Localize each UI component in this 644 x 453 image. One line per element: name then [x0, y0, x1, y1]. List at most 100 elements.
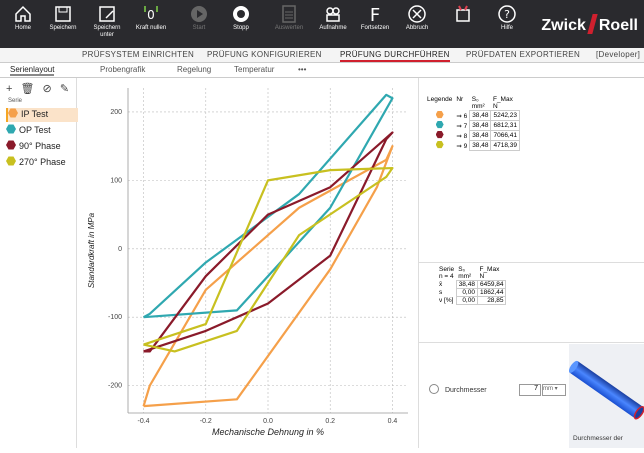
- zwickroell-logo: Zwick Roell: [541, 14, 638, 35]
- toolbar-button-label: Start: [192, 25, 206, 31]
- fmax-value: 5242,23: [490, 110, 520, 121]
- col-header-fmax: F_Max: [492, 96, 513, 103]
- toolbar-button-label: Hilfe: [500, 25, 513, 31]
- fmax-value: 7066,41: [490, 130, 520, 141]
- svg-text:F: F: [370, 5, 380, 24]
- legend-row[interactable]: ⇒ 6 38,48 5242,23: [425, 110, 520, 121]
- workflow-tab[interactable]: PRÜFUNG DURCHFÜHREN: [340, 50, 450, 62]
- toolbar-button-calculator[interactable]: Auswerten: [270, 2, 308, 46]
- svg-text:?: ?: [504, 8, 510, 21]
- statistics-row: ν [%] 0,00 28,85: [437, 296, 507, 305]
- unit-select[interactable]: mm ▾: [542, 384, 566, 396]
- brand-left: Zwick: [541, 17, 586, 34]
- gift-icon: [456, 5, 470, 22]
- stat-unit-s0: mm²: [458, 273, 472, 280]
- col-header-s0: S₀: [471, 96, 479, 103]
- stat-header-s0: S₀: [458, 266, 466, 273]
- add-icon[interactable]: +: [6, 83, 13, 95]
- s0-value: 38,48: [469, 110, 492, 121]
- y-tick-label: -200: [108, 383, 122, 390]
- save-icon: [55, 6, 71, 22]
- series-label: IP Test: [21, 109, 49, 119]
- series-line: [143, 93, 394, 319]
- toolbar-button-stop[interactable]: Stopp: [222, 2, 260, 46]
- toolbar-button-save[interactable]: Speichern: [44, 2, 82, 46]
- toolbar-button-help[interactable]: ? Hilfe: [488, 2, 526, 46]
- specimen-caption: Durchmesser der: [573, 435, 623, 442]
- toolbar-button-zero-force[interactable]: 0 Kraft nullen: [132, 2, 170, 46]
- toolbar-button-label: Speichern unter: [93, 25, 121, 38]
- sub-tab[interactable]: Temperatur: [234, 65, 275, 74]
- hexagon-icon: [6, 156, 16, 166]
- stop-icon: [233, 6, 249, 22]
- hexagon-icon: [435, 130, 444, 139]
- specimen-preview: Durchmesser der: [568, 344, 644, 448]
- x-tick-label: 0.0: [263, 418, 273, 425]
- sub-tab[interactable]: Regelung: [177, 65, 212, 74]
- specimen-nr: ⇒ 9: [456, 142, 468, 150]
- toolbar-button-gift[interactable]: [444, 2, 482, 46]
- expand-icon[interactable]: [429, 384, 439, 394]
- diameter-input[interactable]: 7: [519, 384, 541, 396]
- results-panel: Legende Nr S₀ F_Max mm² N ⇒ 6 38,48 5242,2…: [418, 78, 644, 448]
- sub-tab[interactable]: •••: [298, 65, 307, 74]
- toolbar-button-record[interactable]: Aufnahme: [314, 2, 352, 46]
- y-tick-label: -100: [108, 314, 122, 321]
- workflow-tab[interactable]: PRÜFDATEN EXPORTIEREN: [466, 50, 581, 59]
- toolbar-button-save-as[interactable]: Speichern unter: [88, 2, 126, 46]
- legend-row[interactable]: ⇒ 9 38,48 4718,39: [425, 140, 520, 151]
- main-toolbar: Home Speichern Speichern unter 0 Kraft nulle…: [0, 0, 644, 48]
- series-label: OP Test: [19, 125, 51, 135]
- divider: [419, 262, 644, 263]
- workflow-tab[interactable]: [Developer]: [596, 50, 641, 59]
- delete-icon[interactable]: 🗑: [20, 83, 35, 95]
- play-icon: [191, 6, 207, 22]
- series-header: Serie: [8, 98, 23, 104]
- hexagon-icon: [6, 140, 16, 150]
- toolbar-button-label: Aufnahme: [319, 25, 347, 31]
- toolbar-button-label: Stopp: [233, 25, 249, 31]
- specimen-nr: ⇒ 6: [456, 112, 468, 120]
- sub-tab[interactable]: Serienlayout: [10, 65, 55, 76]
- cancel-icon: [408, 5, 426, 23]
- col-header-legend: Legende: [427, 96, 453, 103]
- x-tick-label: -0.2: [200, 418, 212, 425]
- statistics-row: x̄ 38,48 6459,84: [437, 280, 507, 289]
- specimen-nr: ⇒ 7: [456, 122, 468, 130]
- series-item[interactable]: 90° Phase: [6, 140, 76, 154]
- workflow-tab[interactable]: PRÜFSYSTEM EINRICHTEN: [82, 50, 195, 59]
- unit-s0: mm²: [471, 103, 485, 110]
- hexagon-icon: [435, 140, 444, 149]
- stat-fmax: 6459,84: [476, 280, 507, 289]
- disable-icon[interactable]: ⊘: [42, 83, 52, 95]
- series-line: [142, 145, 394, 408]
- cylinder-icon: [568, 360, 644, 420]
- specimen-nr: ⇒ 8: [456, 132, 468, 140]
- s0-value: 38,48: [469, 130, 492, 141]
- toolbar-button-cancel[interactable]: Abbruch: [398, 2, 436, 46]
- brand-right: Roell: [598, 17, 638, 34]
- divider: [419, 342, 644, 343]
- diameter-field: Durchmesser: [429, 384, 487, 394]
- hexagon-icon: [435, 120, 444, 129]
- y-tick-label: 0: [118, 246, 122, 253]
- series-item[interactable]: 270° Phase: [6, 156, 76, 170]
- diameter-label: Durchmesser: [444, 387, 487, 394]
- edit-icon[interactable]: ✎: [59, 83, 70, 95]
- toolbar-button-home[interactable]: Home: [4, 2, 42, 46]
- unit-fmax: N: [492, 103, 498, 110]
- series-item[interactable]: IP Test: [6, 108, 78, 122]
- svg-text:0: 0: [147, 8, 155, 22]
- toolbar-button-play[interactable]: Start: [180, 2, 218, 46]
- stat-label: ν [%]: [439, 297, 454, 304]
- workflow-tab[interactable]: PRÜFUNG KONFIGURIEREN: [207, 50, 322, 59]
- series-item[interactable]: OP Test: [6, 124, 76, 138]
- hysteresis-chart: -0.4 -0.2 0.0 0.2 0.4 -200 -100 0 100 200 Mechanis…: [87, 88, 408, 437]
- legend-row[interactable]: ⇒ 7 38,48 6812,31: [425, 120, 520, 131]
- series-label: 270° Phase: [19, 157, 66, 167]
- toolbar-button-continue[interactable]: F Fortsetzen: [356, 2, 394, 46]
- legend-row[interactable]: ⇒ 8 38,48 7066,41: [425, 130, 520, 141]
- record-icon: [326, 7, 340, 22]
- sub-tab[interactable]: Probengrafik: [100, 65, 146, 74]
- series-line: [143, 131, 394, 353]
